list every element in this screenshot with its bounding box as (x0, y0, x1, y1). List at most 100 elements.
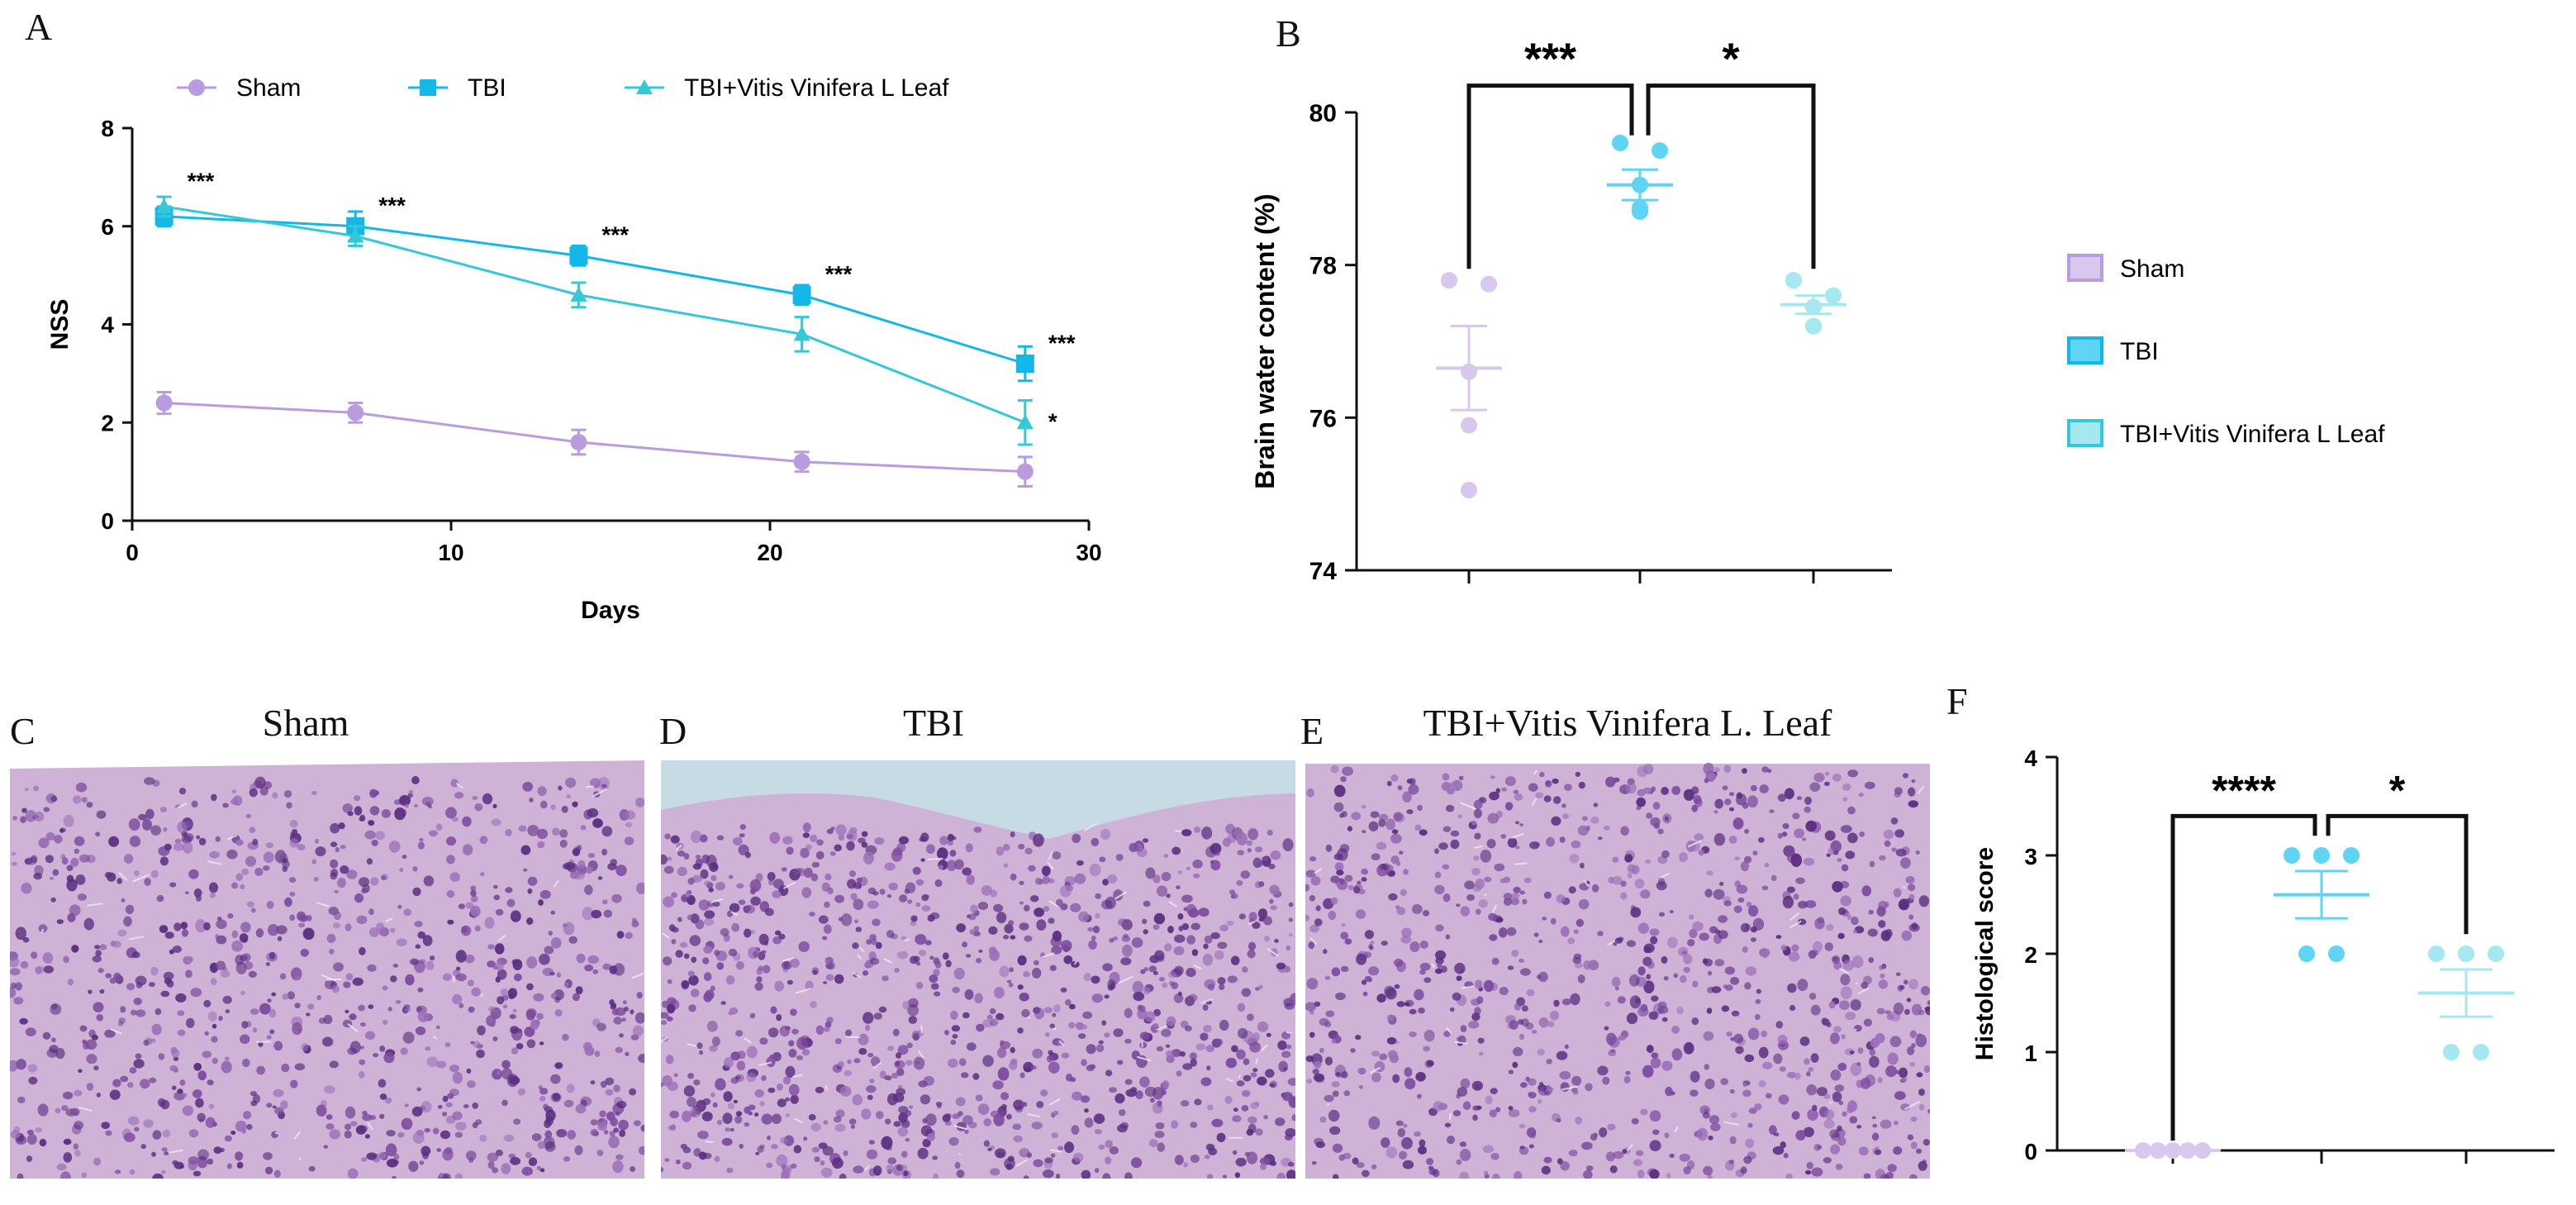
cell-nucleus (404, 1103, 409, 1107)
cell-nucleus (426, 1056, 439, 1068)
cell-nucleus (492, 1167, 499, 1174)
cell-nucleus (1291, 1114, 1295, 1122)
cell-nucleus (39, 1138, 47, 1147)
cell-nucleus (1237, 1003, 1246, 1012)
cell-nucleus (512, 1008, 517, 1013)
cell-nucleus (1057, 1145, 1064, 1150)
cell-nucleus (42, 952, 54, 964)
y-tick-label: 2 (2024, 942, 2037, 968)
cell-nucleus (17, 1173, 24, 1179)
cell-nucleus (95, 831, 101, 837)
cell-nucleus (454, 1131, 463, 1138)
data-point (1015, 355, 1034, 373)
cell-nucleus (109, 1089, 121, 1100)
cell-nucleus (259, 786, 269, 796)
cell-nucleus (379, 1093, 387, 1100)
cell-nucleus (243, 961, 254, 970)
cell-nucleus (550, 993, 558, 999)
vessel-streak (631, 972, 644, 979)
cell-nucleus (706, 1021, 718, 1032)
cell-nucleus (415, 944, 421, 949)
cell-nucleus (381, 875, 387, 880)
cell-nucleus (240, 990, 246, 996)
photo-title-sham: Sham (262, 702, 349, 744)
cell-nucleus (246, 901, 254, 907)
cell-nucleus (425, 1046, 431, 1051)
cell-nucleus (414, 921, 423, 927)
cell-nucleus (408, 789, 414, 794)
cell-nucleus (364, 830, 377, 840)
y-tick-label: 0 (2024, 1139, 2037, 1165)
data-point (2313, 847, 2330, 864)
cell-nucleus (290, 1079, 298, 1088)
cell-nucleus (801, 1049, 810, 1056)
cell-nucleus (1188, 993, 1198, 1002)
cell-nucleus (314, 838, 319, 844)
cell-nucleus (822, 936, 828, 941)
tissue-edge (661, 760, 1295, 839)
cell-nucleus (1139, 1031, 1150, 1041)
cell-nucleus (117, 929, 127, 937)
cell-nucleus (1206, 1174, 1214, 1179)
cell-nucleus (554, 996, 561, 1003)
cell-nucleus (393, 1153, 400, 1160)
cell-nucleus (250, 1100, 258, 1107)
cell-nucleus (101, 1122, 111, 1129)
cell-nucleus (1200, 1077, 1212, 1087)
cell-nucleus (619, 1129, 626, 1137)
cell-nucleus (563, 1156, 571, 1162)
cell-nucleus (1086, 1044, 1096, 1055)
cell-nucleus (169, 949, 174, 955)
cell-nucleus (1043, 906, 1050, 912)
cell-nucleus (1143, 987, 1151, 995)
cell-nucleus (865, 1024, 871, 1031)
cell-nucleus (585, 865, 593, 874)
cell-nucleus (264, 1166, 273, 1174)
cell-nucleus (349, 1041, 361, 1054)
cell-nucleus (19, 1017, 28, 1025)
cell-nucleus (878, 1006, 887, 1013)
cell-nucleus (50, 795, 58, 803)
cell-nucleus (226, 849, 238, 860)
cell-nucleus (476, 1049, 485, 1059)
cell-nucleus (352, 977, 364, 986)
cell-nucleus (31, 951, 38, 960)
cell-nucleus (437, 1104, 443, 1109)
cell-nucleus (151, 1151, 156, 1157)
cell-nucleus (919, 950, 926, 956)
cell-nucleus (633, 1120, 641, 1126)
cell-nucleus (945, 960, 952, 968)
cell-nucleus (71, 945, 79, 953)
cell-nucleus (1189, 1052, 1197, 1060)
cell-nucleus (563, 922, 575, 936)
cell-nucleus (203, 922, 211, 931)
cell-nucleus (1171, 982, 1179, 989)
cell-nucleus (605, 1088, 614, 1096)
cell-nucleus (716, 835, 724, 841)
cell-nucleus (661, 1082, 664, 1088)
cell-nucleus (386, 1130, 396, 1137)
cell-nucleus (1219, 1019, 1229, 1031)
cell-nucleus (873, 1165, 882, 1176)
vessel-streak (347, 1023, 359, 1033)
cell-nucleus (680, 1143, 687, 1150)
cell-nucleus (124, 1132, 135, 1142)
cell-nucleus (272, 792, 278, 799)
cell-nucleus (173, 1091, 186, 1101)
cell-nucleus (92, 955, 102, 963)
cell-nucleus (727, 1103, 734, 1110)
cell-nucleus (1240, 870, 1251, 879)
cell-nucleus (956, 1169, 965, 1179)
cell-nucleus (323, 1145, 329, 1149)
cell-nucleus (1183, 907, 1188, 912)
cell-nucleus (1040, 1089, 1048, 1097)
cell-nucleus (120, 1006, 126, 1013)
cell-nucleus (171, 1085, 177, 1090)
cell-nucleus (580, 825, 587, 831)
cell-nucleus (359, 1045, 364, 1050)
cell-nucleus (521, 1166, 534, 1176)
cell-nucleus (240, 884, 245, 889)
cell-nucleus (758, 951, 766, 960)
cell-nucleus (492, 1036, 498, 1041)
